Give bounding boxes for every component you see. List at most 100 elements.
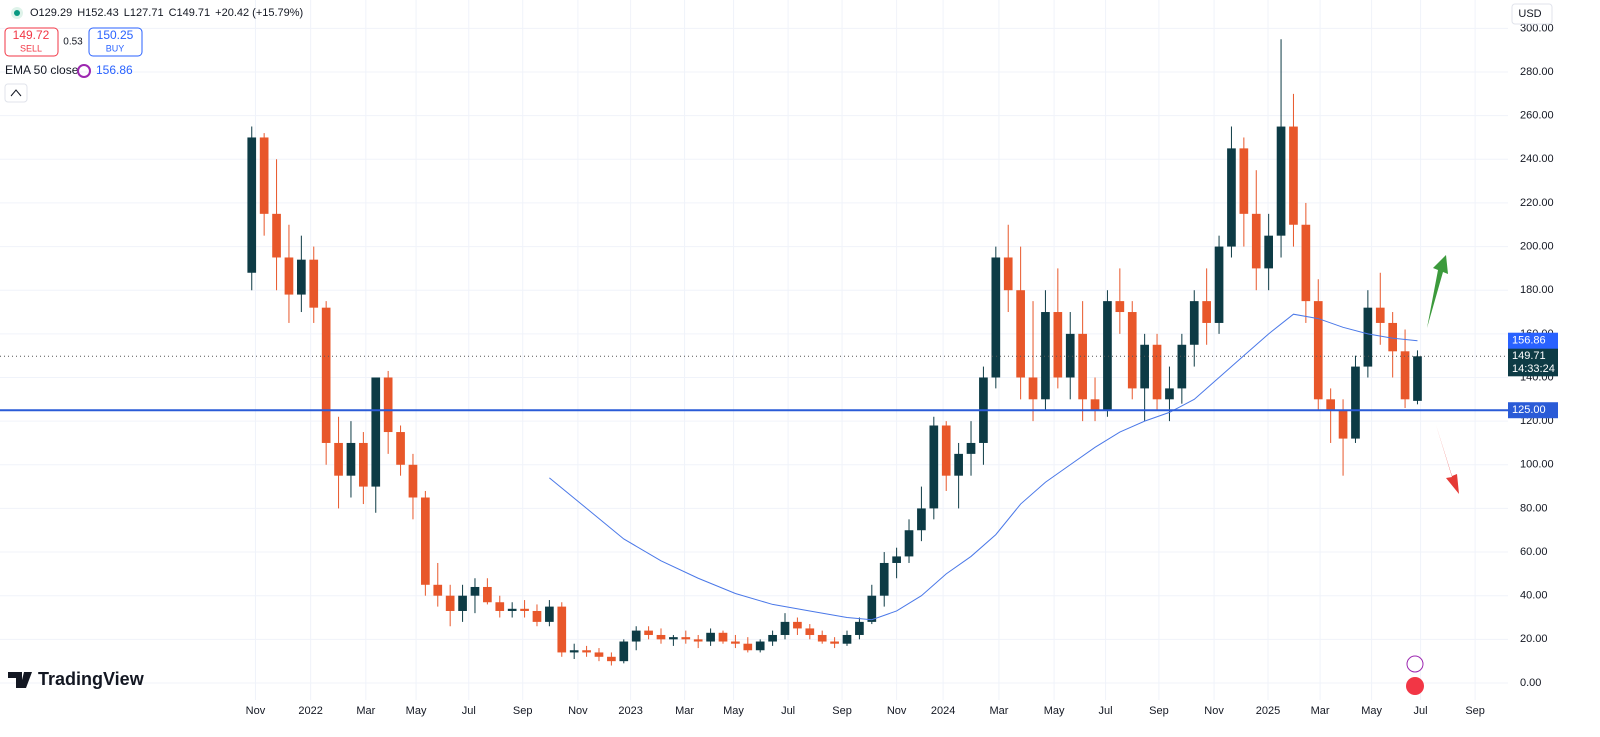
candle-body xyxy=(321,307,331,443)
support-label: 125.00 xyxy=(1512,404,1546,416)
candle-body xyxy=(582,650,591,653)
sell-price: 149.72 xyxy=(13,28,50,42)
ohlc-value: C149.71 xyxy=(169,7,211,19)
y-tick-label: 180.00 xyxy=(1520,284,1554,296)
candle-body xyxy=(1127,312,1137,389)
time-axis xyxy=(0,700,1508,737)
y-tick-label: 200.00 xyxy=(1520,240,1554,252)
x-tick-label: Jul xyxy=(1099,705,1113,717)
candle-body xyxy=(445,595,455,611)
candle-body xyxy=(830,641,839,644)
sell-button[interactable] xyxy=(4,27,59,57)
candle-body xyxy=(966,442,976,454)
x-tick-label: Mar xyxy=(989,705,1008,717)
candle-body xyxy=(855,621,864,635)
ohlc-value: H152.43 xyxy=(77,7,119,19)
currency-button[interactable] xyxy=(1511,3,1553,25)
candle-body xyxy=(1140,344,1149,389)
candle-body xyxy=(1375,307,1385,323)
candle-body xyxy=(1251,213,1261,269)
candle-body xyxy=(272,213,281,258)
candle-body xyxy=(284,257,294,295)
ema-legend-value: 156.86 xyxy=(96,63,133,77)
last-price-label: 149.71 xyxy=(1512,350,1546,362)
y-tick-label: 40.00 xyxy=(1520,590,1548,602)
candle-body xyxy=(1400,351,1410,400)
candle-body xyxy=(594,652,604,657)
candle-body xyxy=(941,425,951,476)
candle-body xyxy=(1177,344,1187,389)
support-label-bg xyxy=(1508,402,1558,419)
spread: 0.53 xyxy=(63,37,83,48)
candle-body xyxy=(656,634,666,640)
candle-body xyxy=(892,556,901,563)
candle-body xyxy=(433,584,443,596)
collapse-button[interactable] xyxy=(4,83,28,103)
candle-body xyxy=(532,610,542,622)
candle-body xyxy=(929,425,939,509)
candle-body xyxy=(1413,356,1422,401)
x-tick-label: Sep xyxy=(1465,705,1485,717)
y-tick-label: 80.00 xyxy=(1520,502,1548,514)
candle-body xyxy=(359,442,368,487)
x-tick-label: Sep xyxy=(513,705,533,717)
x-tick-label: Nov xyxy=(246,705,266,717)
candle-body xyxy=(383,377,393,433)
candle-body xyxy=(780,621,790,635)
y-tick-label: 100.00 xyxy=(1520,459,1554,471)
candle-body xyxy=(1189,301,1199,345)
candle-body xyxy=(247,137,257,273)
buy-button[interactable] xyxy=(88,27,143,57)
candle-body xyxy=(619,641,629,662)
candle-body xyxy=(1078,333,1087,400)
candle-body xyxy=(1227,148,1236,247)
candle-body xyxy=(842,634,852,644)
candle-body xyxy=(1264,235,1273,269)
candle-body xyxy=(768,634,777,642)
ohlc-value: O129.29 xyxy=(30,7,72,19)
candle-body xyxy=(520,608,529,611)
candle-body xyxy=(1152,344,1162,400)
x-tick-label: Nov xyxy=(568,705,588,717)
candle-body xyxy=(1388,322,1398,352)
buy-price: 150.25 xyxy=(97,28,134,42)
candle-body xyxy=(1276,126,1286,236)
candle-body xyxy=(371,377,381,487)
x-tick-label: May xyxy=(1361,705,1382,717)
candle-body xyxy=(569,650,579,653)
candle-body xyxy=(743,643,753,651)
candle-body xyxy=(1301,224,1311,302)
candle-body xyxy=(991,257,1001,378)
brand: TradingView xyxy=(38,669,145,689)
candle-body xyxy=(1003,257,1013,291)
candle-body xyxy=(346,442,356,476)
x-tick-label: Mar xyxy=(356,705,375,717)
candle-body xyxy=(867,595,877,622)
candle-body xyxy=(408,464,418,498)
down-arrow xyxy=(1436,425,1459,494)
y-tick-label: 20.00 xyxy=(1520,633,1548,645)
candle-body xyxy=(681,637,691,640)
candle-body xyxy=(669,637,678,640)
candle-body xyxy=(631,630,641,642)
y-tick-label: 260.00 xyxy=(1520,110,1554,122)
buy-label: BUY xyxy=(106,43,125,53)
ema-icon[interactable] xyxy=(77,64,91,78)
candle-body xyxy=(1165,388,1174,400)
last-price-bg xyxy=(1508,348,1558,377)
candle-body xyxy=(495,602,505,611)
candle-body xyxy=(1090,399,1100,411)
candle-body xyxy=(1313,301,1323,400)
candle-body xyxy=(718,632,728,642)
flag-icon[interactable] xyxy=(1406,677,1424,695)
event-icon[interactable] xyxy=(1406,655,1424,673)
x-tick-label: Nov xyxy=(1204,705,1224,717)
x-tick-label: 2025 xyxy=(1256,705,1280,717)
candle-body xyxy=(1326,399,1336,411)
candle-body xyxy=(1202,301,1211,323)
candle-body xyxy=(470,586,480,596)
candle-body xyxy=(793,621,802,629)
candle-body xyxy=(755,641,765,651)
